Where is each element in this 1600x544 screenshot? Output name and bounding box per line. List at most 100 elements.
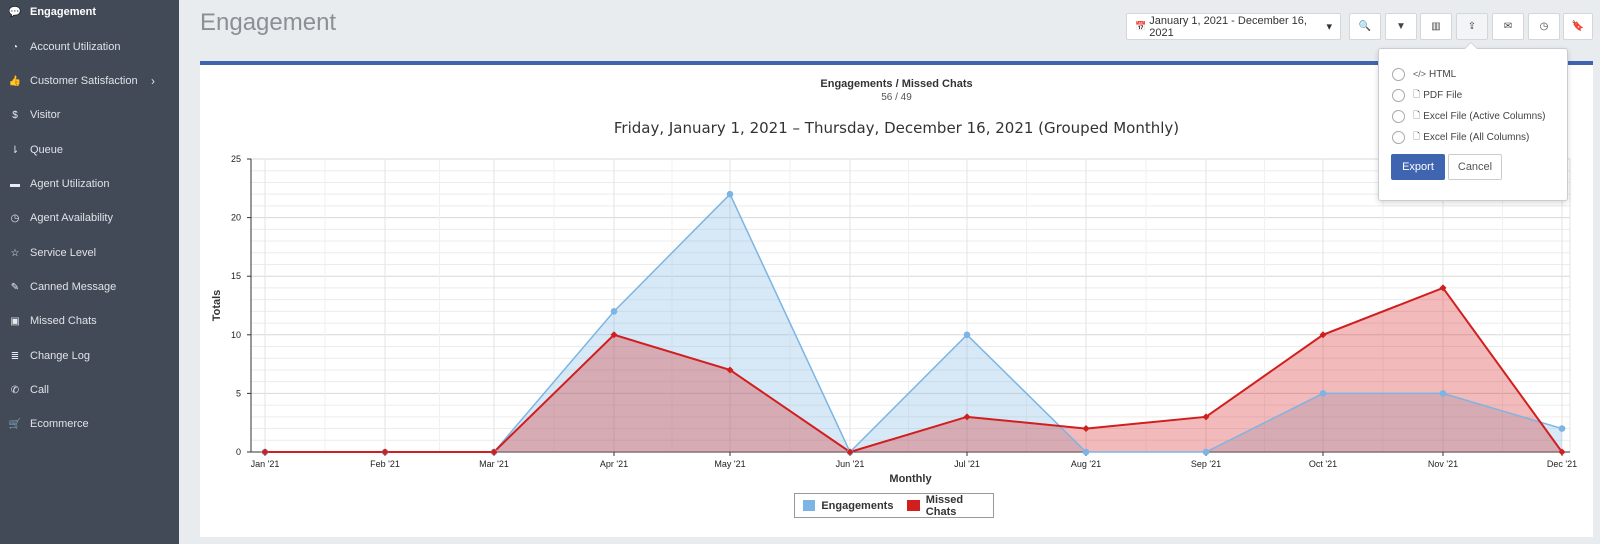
- y-tick-label: 15: [231, 271, 241, 281]
- radio-html[interactable]: [1392, 67, 1405, 81]
- sidebar-item-agent-availability[interactable]: ◷ Agent Availability: [0, 201, 179, 235]
- chart-icon: ▥: [1431, 21, 1441, 32]
- sidebar-item-label: Visitor: [30, 109, 61, 121]
- data-point-missed-chats: [1439, 284, 1447, 292]
- search-icon: 🔍: [1358, 21, 1372, 32]
- data-point-missed-chats: [1319, 331, 1327, 339]
- data-point-engagements: [726, 190, 734, 198]
- chart-legend: Engagements Missed Chats: [794, 493, 994, 518]
- email-button[interactable]: ✉: [1492, 13, 1524, 40]
- sidebar-item-customer-satisfaction[interactable]: 👍 Customer Satisfaction ›: [0, 64, 179, 98]
- x-tick-label: Dec '21: [1547, 459, 1577, 469]
- data-point-missed-chats: [1082, 425, 1090, 433]
- sidebar-item-label: Account Utilization: [30, 41, 121, 53]
- history-icon: ◷: [1539, 21, 1549, 32]
- export-option-excel-all[interactable]: 🗋 Excel File (All Columns): [1392, 129, 1529, 145]
- radio-excel-active[interactable]: [1392, 109, 1405, 123]
- sidebar-item-canned-message[interactable]: ✎ Canned Message: [0, 270, 179, 304]
- export-popover: </> HTML 🗋 PDF File 🗋 Excel File (Active…: [1378, 42, 1568, 201]
- sidebar-item-visitor[interactable]: $ Visitor: [0, 98, 179, 132]
- email-icon: ✉: [1503, 21, 1513, 32]
- radio-excel-all[interactable]: [1392, 130, 1405, 144]
- engagement-chart: 0 5 10 15 20 25 Jan '21 Feb '21 Mar '21 Apr '21 Ma…: [211, 154, 1577, 485]
- code-icon: </>: [1413, 69, 1427, 79]
- sidebar-item-label: Customer Satisfaction: [30, 75, 138, 87]
- pdf-file-icon: 🗋: [1413, 89, 1421, 99]
- export-option-html[interactable]: </> HTML: [1392, 66, 1456, 82]
- data-point-engagements: [1558, 425, 1566, 432]
- data-point-missed-chats: [610, 331, 618, 339]
- excel-file-icon: 🗋: [1413, 110, 1421, 120]
- bookmark-button[interactable]: 🔖: [1563, 13, 1593, 40]
- export-button[interactable]: Export: [1391, 154, 1445, 180]
- sidebar: 💬 Engagement ◔ Account Utilization 👍 Customer…: [0, 0, 179, 544]
- export-option-label: HTML: [1429, 68, 1457, 80]
- data-point-engagements: [1082, 448, 1090, 456]
- legend-label-engagements[interactable]: Engagements: [821, 499, 894, 512]
- y-tick-label: 10: [231, 330, 241, 340]
- x-tick-label: Sep '21: [1191, 459, 1221, 469]
- share-icon: ⇪: [1467, 21, 1477, 32]
- sidebar-item-missed-chats[interactable]: ▣ Missed Chats: [0, 304, 179, 338]
- database-icon: ≣: [10, 350, 20, 362]
- x-axis-title: Monthly: [889, 473, 932, 485]
- share-button[interactable]: ⇪: [1456, 13, 1488, 40]
- sidebar-item-agent-utilization[interactable]: ▬ Agent Utilization: [0, 167, 179, 201]
- star-icon: ☆: [10, 247, 20, 259]
- cancel-button[interactable]: Cancel: [1448, 154, 1502, 180]
- sidebar-item-change-log[interactable]: ≣ Change Log: [0, 339, 179, 373]
- x-tick-label: Oct '21: [1309, 459, 1337, 469]
- data-point-missed-chats: [1558, 448, 1566, 456]
- x-tick-label: Nov '21: [1428, 459, 1458, 469]
- y-tick-label: 20: [231, 213, 241, 223]
- x-tick-label: Apr '21: [600, 459, 628, 469]
- y-axis-title: Totals: [211, 290, 223, 322]
- sidebar-item-label: Missed Chats: [30, 315, 97, 327]
- data-point-missed-chats: [1202, 413, 1210, 421]
- export-option-pdf[interactable]: 🗋 PDF File: [1392, 87, 1462, 103]
- sidebar-item-label: Queue: [30, 144, 64, 156]
- search-button[interactable]: 🔍: [1349, 13, 1381, 40]
- summary-title: Engagements / Missed Chats: [820, 78, 973, 90]
- x-tick-label: Jun '21: [836, 459, 865, 469]
- y-tick-label: 25: [231, 154, 241, 164]
- sidebar-item-account-utilization[interactable]: ◔ Account Utilization: [0, 30, 179, 64]
- sidebar-item-service-level[interactable]: ☆ Service Level: [0, 236, 179, 270]
- calendar-icon: 📅: [1135, 21, 1147, 31]
- x-tick-label: Aug '21: [1071, 459, 1101, 469]
- dashboard-icon: ◔: [11, 41, 19, 53]
- filter-button[interactable]: ▼: [1385, 13, 1417, 40]
- camera-icon: ▣: [10, 315, 20, 327]
- chart-panel: Engagements / Missed Chats 56 / 49 Frida…: [200, 61, 1593, 537]
- data-point-missed-chats: [726, 366, 734, 374]
- radio-pdf[interactable]: [1392, 88, 1405, 102]
- export-option-label: PDF File: [1423, 89, 1463, 101]
- y-tick-label: 5: [236, 388, 241, 398]
- sidebar-item-engagement[interactable]: 💬 Engagement: [0, 0, 179, 29]
- sidebar-item-label: Engagement: [30, 6, 97, 18]
- export-option-excel-active[interactable]: 🗋 Excel File (Active Columns): [1392, 108, 1546, 124]
- sort-amount-icon: ⇂: [10, 144, 20, 156]
- chart-button[interactable]: ▥: [1420, 13, 1452, 40]
- summary-values: 56 / 49: [881, 92, 912, 103]
- data-point-engagements: [1202, 448, 1210, 456]
- sidebar-item-ecommerce[interactable]: 🛒 Ecommerce: [0, 407, 179, 441]
- y-tick-label: 0: [236, 447, 241, 457]
- credit-card-icon: ▬: [10, 178, 20, 190]
- legend-label-missed-chats[interactable]: Missed Chats: [925, 493, 964, 518]
- sidebar-item-label: Ecommerce: [30, 418, 89, 430]
- history-button[interactable]: ◷: [1528, 13, 1560, 40]
- data-point-missed-chats: [963, 413, 971, 421]
- data-point-engagements: [1319, 390, 1327, 397]
- data-point-engagements: [610, 308, 618, 315]
- chart-title: Friday, January 1, 2021 – Thursday, Dece…: [613, 119, 1180, 137]
- sidebar-item-label: Agent Utilization: [30, 178, 110, 190]
- sidebar-item-label: Call: [30, 384, 49, 396]
- export-option-label: Excel File (All Columns): [1423, 131, 1530, 143]
- sidebar-item-queue[interactable]: ⇂ Queue: [0, 133, 179, 167]
- date-range-picker[interactable]: 📅 January 1, 2021 - December 16, 2021 ▾: [1126, 13, 1341, 40]
- thumbs-up-icon: 👍: [8, 75, 22, 87]
- chevron-right-icon: ›: [151, 74, 155, 88]
- x-tick-label: Feb '21: [370, 459, 400, 469]
- sidebar-item-call[interactable]: ✆ Call: [0, 373, 179, 407]
